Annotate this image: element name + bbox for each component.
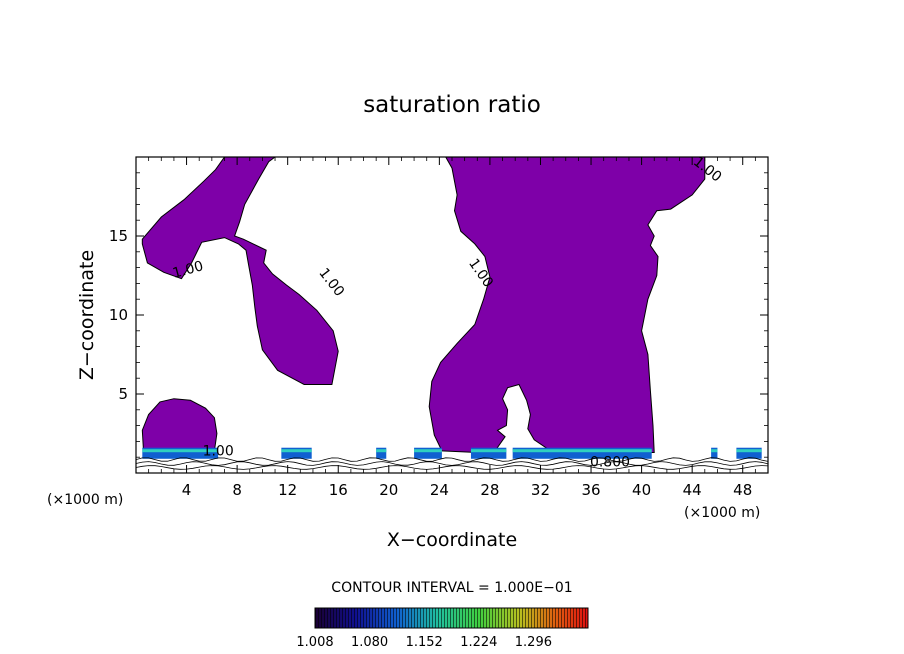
- cloud-base-highlight: [711, 449, 718, 453]
- contour-label: 1.00: [203, 444, 234, 460]
- cloud-base-segment: [711, 447, 718, 459]
- y-tick-label: 15: [109, 227, 128, 245]
- contour-label: 1.00: [171, 258, 205, 282]
- y-unit-label: (×1000 m): [47, 492, 123, 508]
- x-tick-label: 8: [232, 481, 242, 499]
- colorbar-label: 1.008: [296, 635, 333, 650]
- surface-contour-line: [135, 461, 769, 466]
- x-tick-label: 20: [379, 481, 398, 499]
- cloud-base-segment: [414, 447, 442, 459]
- y-axis-label: Z−coordinate: [76, 250, 98, 380]
- surface-contour-line: [135, 457, 769, 462]
- x-unit-label: (×1000 m): [684, 505, 760, 521]
- colorbar-label: 1.224: [460, 635, 497, 650]
- cloud-base-segment: [376, 447, 387, 459]
- cloud-base-segment: [470, 447, 507, 459]
- cloud-base-segment: [142, 447, 219, 459]
- cloud-base-highlight: [736, 449, 762, 453]
- cloud-base-segment: [512, 447, 652, 459]
- x-tick-label: 12: [278, 481, 297, 499]
- colorbar-labels: 1.008 1.080 1.152 1.224 1.296: [296, 635, 552, 650]
- cloud-base-highlight: [376, 449, 387, 453]
- x-tick-label: 32: [531, 481, 550, 499]
- x-tick-label: 4: [182, 481, 192, 499]
- contour-interval-text: CONTOUR INTERVAL = 1.000E−01: [331, 580, 572, 596]
- x-axis-label: X−coordinate: [387, 529, 517, 551]
- x-tick-label: 44: [683, 481, 702, 499]
- colorbar-label: 1.080: [351, 635, 388, 650]
- cloud-region-main-column: [428, 156, 706, 454]
- colorbar-label: 1.152: [406, 635, 443, 650]
- cloud-base-layer: [135, 447, 769, 470]
- cloud-base-segment: [736, 447, 762, 459]
- contour-label: 0.800: [590, 455, 630, 471]
- cloud-base-highlight: [512, 449, 652, 453]
- colorbar-border: [314, 607, 589, 629]
- y-tick-label: 10: [109, 306, 128, 324]
- x-tick-label: 28: [480, 481, 499, 499]
- cloud-region-upper-left: [141, 156, 339, 385]
- cloud-base-highlight: [470, 449, 507, 453]
- x-tick-label: 40: [632, 481, 651, 499]
- colorbar: 1.008 1.080 1.152 1.224 1.296: [296, 607, 589, 650]
- chart-title: saturation ratio: [363, 92, 541, 118]
- cloud-base-highlight: [414, 449, 442, 453]
- x-tick-label: 16: [329, 481, 348, 499]
- y-tick-label: 5: [118, 385, 128, 403]
- cloud-base-segment: [281, 447, 312, 459]
- x-axis-ticks: 4 8 12 16 20 24 28 32 36 40 44 48: [148, 157, 756, 499]
- colorbar-label: 1.296: [515, 635, 552, 650]
- cloud-base-highlight: [281, 449, 312, 453]
- cloud-base-highlight: [142, 449, 219, 453]
- y-axis-ticks: 5 10 15: [109, 172, 768, 458]
- colorbar-stripes: [315, 608, 588, 628]
- x-tick-label: 36: [581, 481, 600, 499]
- x-tick-label: 48: [733, 481, 752, 499]
- cloud-regions: [141, 156, 706, 457]
- x-tick-label: 24: [430, 481, 449, 499]
